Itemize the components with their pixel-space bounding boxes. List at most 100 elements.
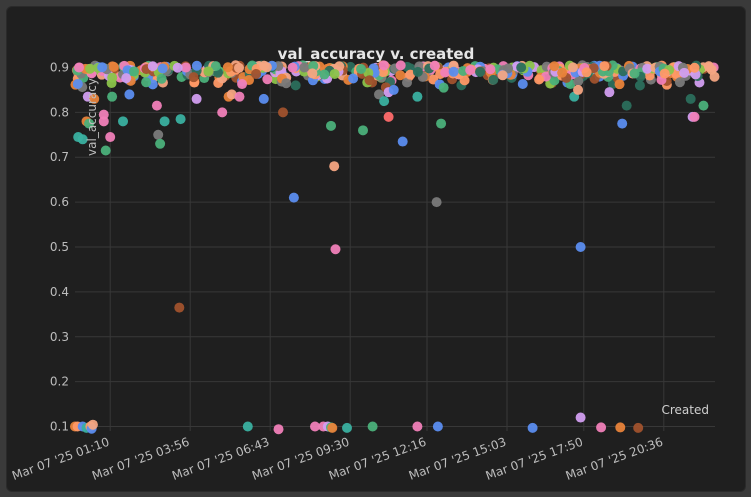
data-point[interactable] — [604, 87, 615, 98]
data-point[interactable] — [319, 69, 330, 80]
data-point[interactable] — [659, 68, 670, 79]
data-point[interactable] — [395, 70, 406, 81]
data-point[interactable] — [233, 62, 244, 73]
data-point[interactable] — [698, 100, 709, 111]
data-point[interactable] — [73, 62, 84, 73]
data-point[interactable] — [549, 61, 560, 72]
data-point[interactable] — [310, 421, 320, 432]
data-point[interactable] — [358, 125, 368, 136]
data-point[interactable] — [438, 82, 449, 93]
data-point[interactable] — [679, 67, 690, 78]
data-point[interactable] — [237, 79, 248, 90]
data-point[interactable] — [557, 67, 568, 78]
data-point[interactable] — [234, 91, 245, 102]
data-point[interactable] — [222, 62, 233, 73]
data-point[interactable] — [262, 74, 273, 85]
data-point[interactable] — [191, 93, 202, 104]
data-point[interactable] — [642, 63, 653, 74]
data-point[interactable] — [429, 60, 440, 71]
data-point[interactable] — [367, 421, 378, 432]
data-point[interactable] — [188, 72, 199, 83]
data-point[interactable] — [97, 62, 108, 73]
data-point[interactable] — [596, 422, 607, 433]
data-point[interactable] — [459, 75, 470, 86]
data-point[interactable] — [412, 421, 423, 432]
data-point[interactable] — [159, 116, 170, 127]
data-point[interactable] — [517, 78, 528, 89]
data-point[interactable] — [448, 66, 459, 77]
data-point[interactable] — [378, 60, 389, 71]
data-point[interactable] — [395, 60, 406, 71]
data-point[interactable] — [210, 61, 221, 72]
data-point[interactable] — [614, 79, 625, 90]
data-point[interactable] — [432, 421, 443, 432]
data-point[interactable] — [488, 74, 499, 85]
data-point[interactable] — [412, 91, 423, 102]
data-point[interactable] — [383, 111, 394, 122]
data-point[interactable] — [180, 62, 191, 73]
data-point[interactable] — [465, 65, 476, 76]
data-point[interactable] — [307, 68, 318, 79]
data-point[interactable] — [151, 100, 162, 111]
data-point[interactable] — [573, 84, 584, 95]
data-point[interactable] — [379, 96, 390, 107]
data-point[interactable] — [485, 64, 496, 75]
data-point[interactable] — [629, 68, 640, 79]
data-point[interactable] — [156, 73, 167, 84]
data-point[interactable] — [685, 93, 696, 104]
data-point[interactable] — [98, 116, 109, 127]
data-point[interactable] — [141, 77, 152, 88]
data-point[interactable] — [327, 422, 338, 433]
data-point[interactable] — [689, 62, 700, 73]
data-point[interactable] — [299, 62, 310, 73]
data-point[interactable] — [397, 136, 408, 147]
data-point[interactable] — [288, 192, 299, 203]
data-point[interactable] — [674, 77, 685, 88]
data-point[interactable] — [689, 111, 700, 122]
data-point[interactable] — [503, 63, 514, 74]
data-point[interactable] — [203, 66, 214, 77]
data-point[interactable] — [334, 61, 345, 72]
data-point[interactable] — [575, 412, 586, 423]
data-point[interactable] — [242, 421, 253, 432]
data-point[interactable] — [258, 93, 269, 104]
data-point[interactable] — [412, 66, 423, 77]
data-point[interactable] — [85, 63, 96, 74]
data-point[interactable] — [107, 91, 118, 102]
data-point[interactable] — [217, 107, 228, 118]
data-point[interactable] — [155, 138, 166, 149]
data-point[interactable] — [174, 302, 185, 313]
data-point[interactable] — [105, 132, 116, 143]
data-point[interactable] — [706, 64, 717, 75]
data-point[interactable] — [118, 116, 128, 127]
data-point[interactable] — [436, 118, 447, 129]
data-point[interactable] — [497, 70, 508, 81]
data-point[interactable] — [329, 161, 340, 172]
data-point[interactable] — [581, 67, 592, 78]
data-point[interactable] — [527, 422, 538, 433]
data-point[interactable] — [84, 118, 95, 129]
data-point[interactable] — [348, 73, 359, 84]
data-point[interactable] — [330, 244, 341, 255]
data-point[interactable] — [259, 60, 270, 71]
data-point[interactable] — [72, 78, 83, 89]
data-point[interactable] — [89, 93, 100, 104]
data-point[interactable] — [278, 107, 288, 118]
data-point[interactable] — [549, 75, 560, 86]
data-point[interactable] — [388, 84, 399, 95]
data-point[interactable] — [290, 80, 301, 91]
data-point[interactable] — [100, 145, 111, 156]
data-point[interactable] — [121, 73, 132, 84]
data-point[interactable] — [431, 197, 442, 208]
data-point[interactable] — [440, 67, 451, 78]
data-point[interactable] — [107, 72, 118, 83]
data-point[interactable] — [251, 68, 262, 79]
data-point[interactable] — [356, 63, 367, 74]
data-point[interactable] — [191, 60, 202, 71]
data-point[interactable] — [329, 68, 340, 79]
data-point[interactable] — [147, 61, 158, 72]
data-point[interactable] — [273, 424, 284, 435]
data-point[interactable] — [342, 422, 352, 433]
data-point[interactable] — [129, 66, 140, 77]
data-point[interactable] — [405, 69, 416, 80]
